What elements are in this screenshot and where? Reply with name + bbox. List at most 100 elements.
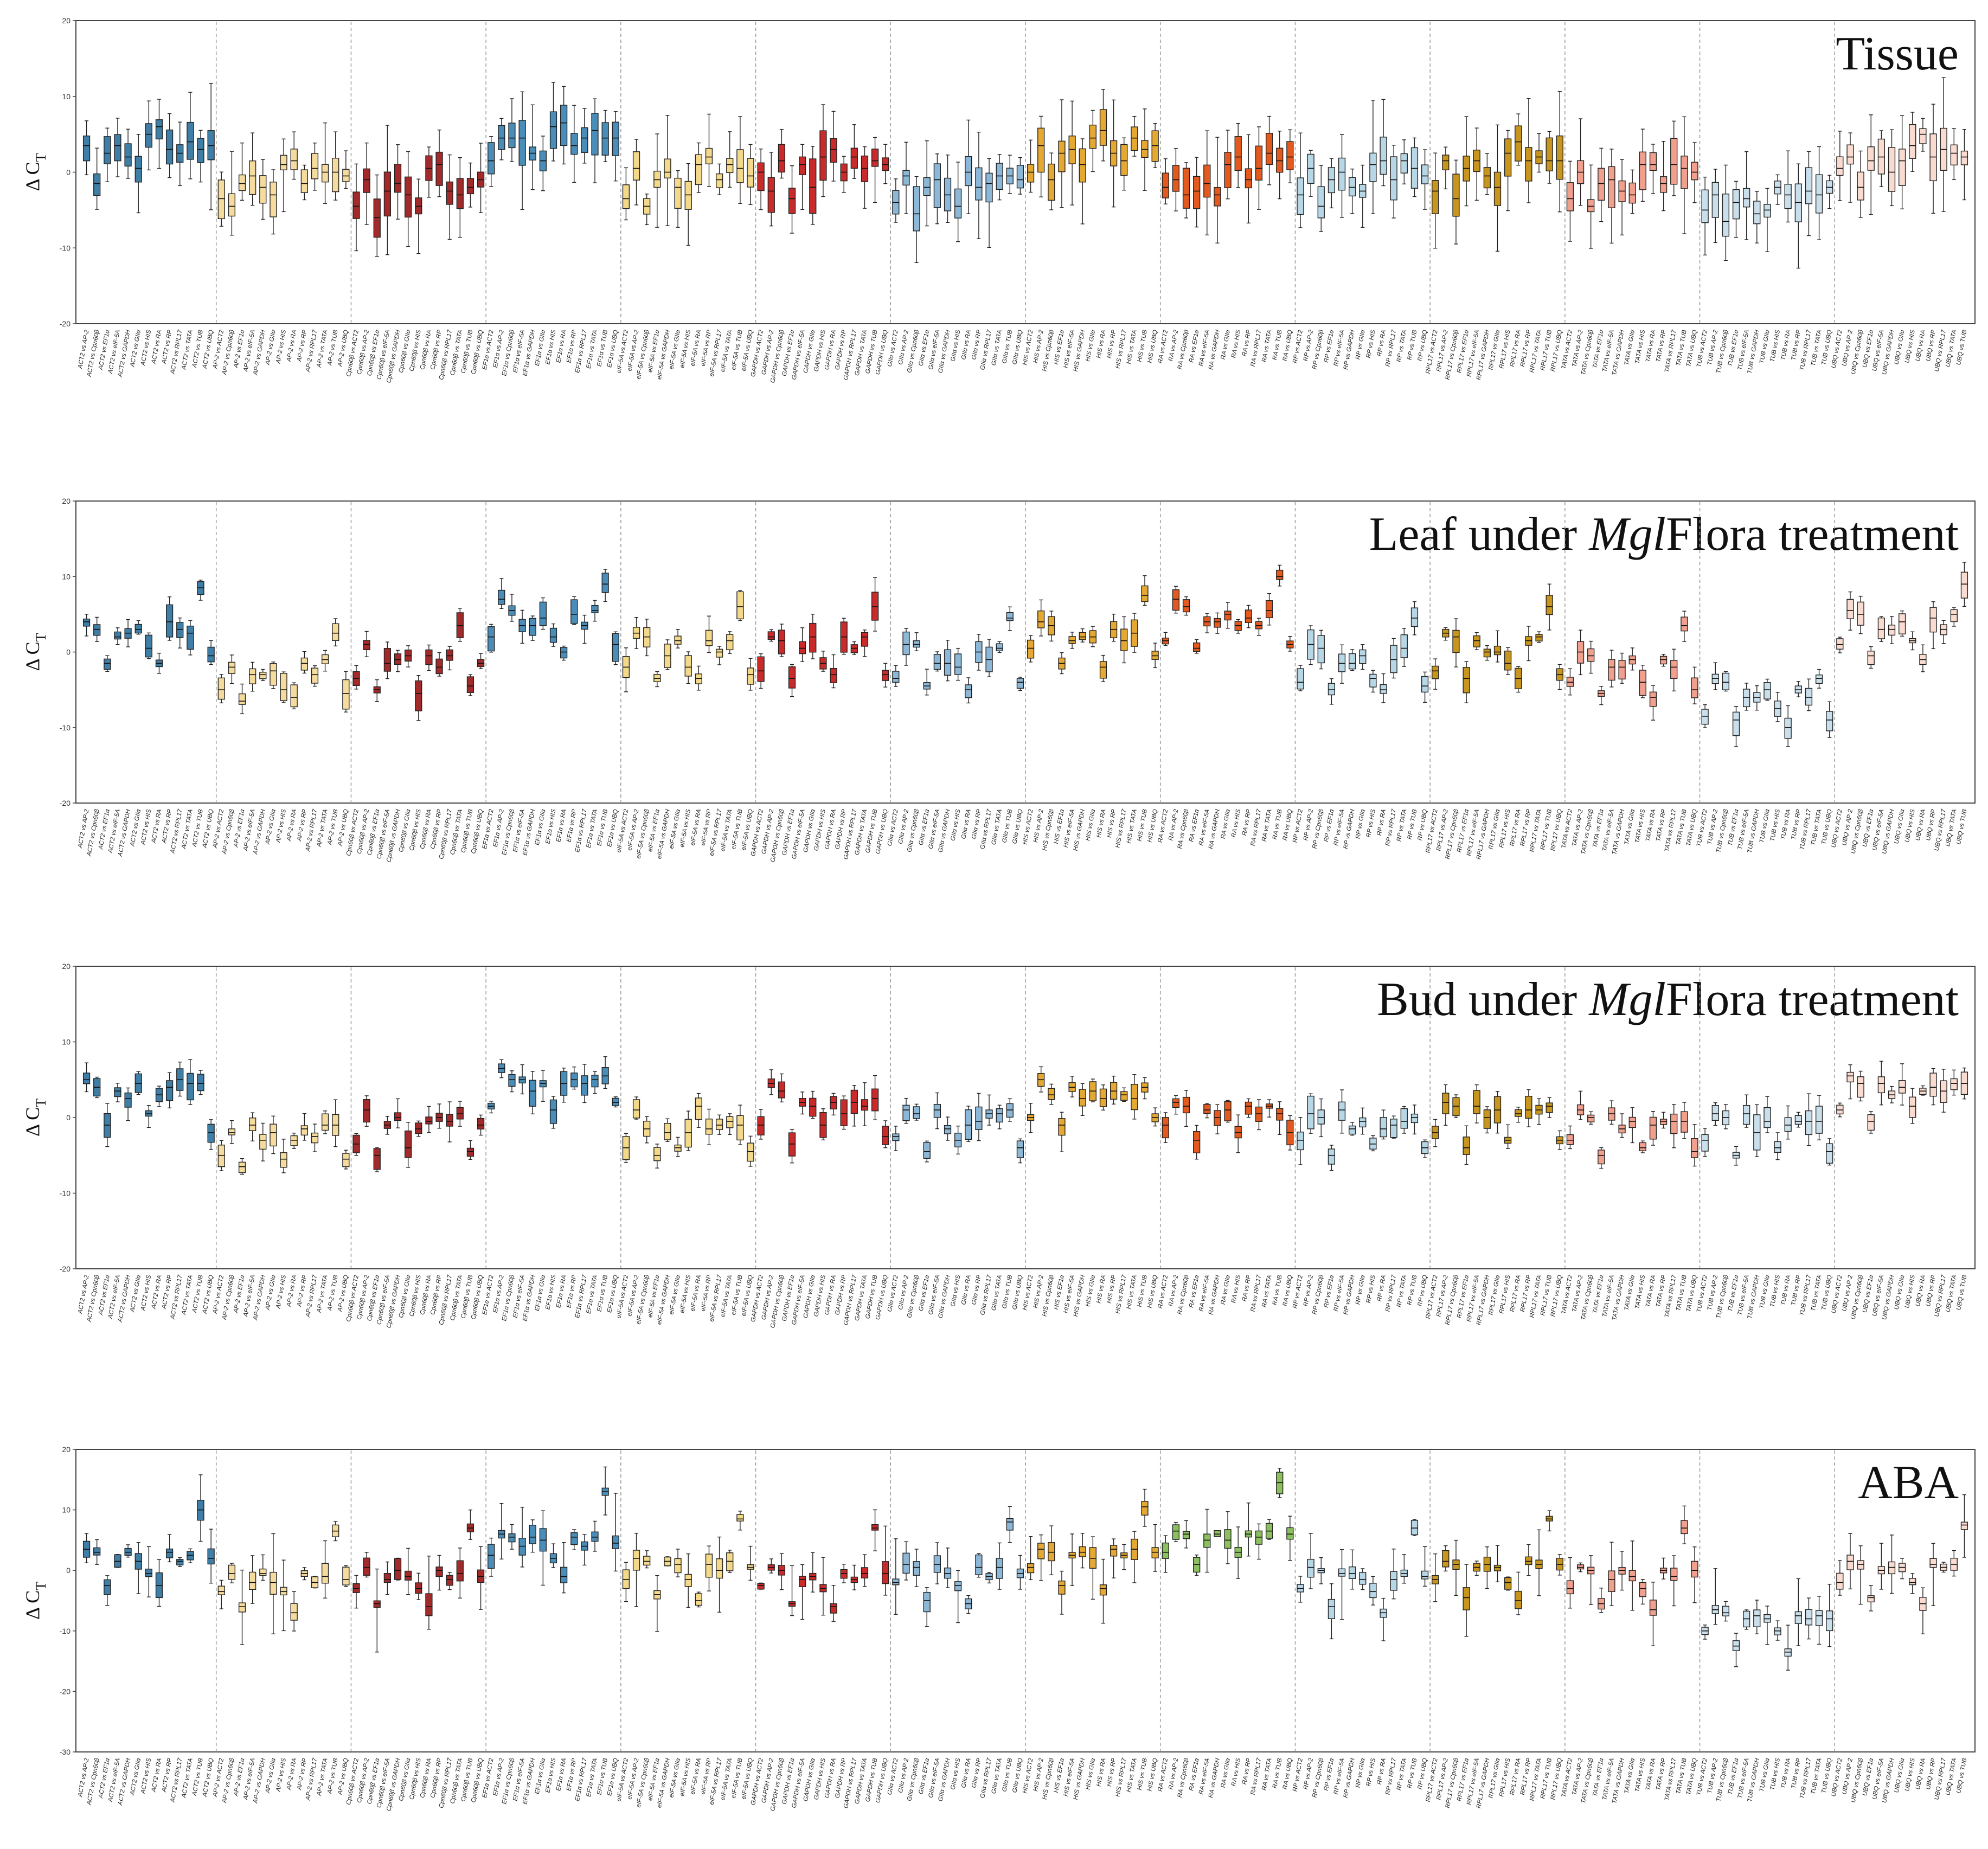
- y-tick-label: 20: [62, 1445, 70, 1454]
- box: [1006, 1103, 1014, 1118]
- box: [280, 673, 287, 701]
- box: [518, 120, 526, 166]
- box: [187, 121, 194, 160]
- box: [1711, 182, 1719, 218]
- box: [1743, 188, 1750, 208]
- box: [612, 1535, 619, 1549]
- box: [363, 168, 370, 193]
- box: [809, 1097, 817, 1117]
- box: [290, 1603, 298, 1621]
- box: [1587, 648, 1595, 662]
- x-tick-label: RA vs TATA: [1261, 1274, 1273, 1308]
- x-tick-label: RP vs GIIα: [1355, 1757, 1367, 1788]
- box: [736, 591, 744, 620]
- box: [1711, 1105, 1719, 1121]
- box: [975, 1106, 983, 1130]
- x-tick-label: RP vs HIS: [1365, 808, 1377, 838]
- box: [1628, 1570, 1636, 1582]
- box: [1493, 1564, 1502, 1571]
- box: [736, 149, 744, 183]
- box: [114, 134, 121, 162]
- box: [1079, 1089, 1086, 1107]
- box: [757, 162, 765, 191]
- box: [1286, 1527, 1294, 1540]
- box: [508, 1533, 516, 1543]
- box: [913, 640, 920, 648]
- box: [882, 1561, 889, 1584]
- x-tick-label: RA vs RP: [1241, 808, 1252, 836]
- box: [1338, 1568, 1346, 1577]
- box: [643, 1556, 651, 1566]
- y-tick-label: 10: [62, 1038, 70, 1047]
- box: [238, 693, 246, 705]
- box: [1193, 642, 1201, 652]
- panel-title: Bud under MglFlora treatment: [1377, 973, 1959, 1026]
- box: [342, 1566, 350, 1585]
- title-post: Flora treatment: [1666, 508, 1959, 561]
- x-tick-label: UBQ vs RA: [1915, 1274, 1927, 1307]
- box: [788, 188, 796, 214]
- box: [373, 1148, 381, 1170]
- box: [145, 1569, 152, 1577]
- box: [549, 1099, 557, 1124]
- box: [1099, 661, 1107, 679]
- x-tick-label: GIIα vs RA: [960, 1274, 972, 1305]
- x-tick-label: RP vs TUB: [1407, 1274, 1419, 1306]
- box: [435, 151, 443, 186]
- box: [415, 680, 422, 711]
- box: [93, 1547, 101, 1556]
- box: [684, 1119, 692, 1148]
- box: [1245, 168, 1252, 189]
- x-tick-label: RP vs TATA: [1396, 808, 1408, 842]
- box: [1027, 1563, 1035, 1574]
- box: [425, 1593, 433, 1616]
- box: [1857, 171, 1864, 201]
- x-tick-label: AP-2 vs RP: [296, 329, 308, 363]
- x-tick-label: RP vs ACT2: [1292, 1757, 1304, 1792]
- box: [342, 679, 350, 710]
- box: [1545, 1102, 1553, 1113]
- x-tick-label: RP vs UBQ: [1417, 329, 1429, 362]
- box: [1732, 711, 1740, 736]
- box: [1515, 1590, 1522, 1609]
- box: [954, 653, 962, 675]
- x-tick-label: AP-2 vs HIS: [275, 1274, 287, 1309]
- box: [612, 121, 619, 156]
- box: [1182, 599, 1190, 613]
- x-tick-label: HIS vs RP: [1106, 329, 1118, 359]
- box: [1380, 137, 1387, 175]
- box: [674, 1558, 682, 1574]
- box: [1193, 1131, 1201, 1153]
- box: [726, 158, 734, 174]
- panel-title: ABA: [1858, 1456, 1959, 1509]
- x-tick-label: AP-2 vs HIS: [275, 808, 287, 844]
- box: [446, 181, 453, 205]
- title-pre: Leaf under: [1369, 508, 1589, 561]
- box: [134, 624, 142, 634]
- y-axis-label-main: Δ C: [22, 641, 43, 671]
- box: [1545, 595, 1553, 615]
- box: [923, 177, 931, 196]
- box: [850, 147, 858, 169]
- box: [1369, 152, 1377, 182]
- x-tick-label: RP vs RA: [1376, 1274, 1387, 1302]
- box: [1349, 177, 1356, 197]
- box: [1815, 675, 1823, 684]
- x-tick-label: AP-2 vs RA: [286, 1757, 298, 1791]
- box: [1940, 1080, 1947, 1103]
- box: [1276, 1108, 1284, 1121]
- y-tick-label: 20: [62, 497, 70, 505]
- box: [570, 1532, 578, 1545]
- box: [560, 647, 568, 659]
- x-tick-label: TUB vs GIIα: [1759, 808, 1771, 843]
- box: [840, 1099, 848, 1126]
- x-tick-label: HIS vs GIIα: [1085, 329, 1096, 362]
- x-tick-label: HIS vs UBQ: [1147, 329, 1159, 363]
- box: [1099, 1088, 1107, 1107]
- box: [300, 657, 308, 671]
- x-tick-label: RA vs GIIα: [1220, 1757, 1232, 1788]
- box: [1867, 146, 1875, 171]
- box: [332, 157, 339, 192]
- x-tick-label: UBQ vs HIS: [1904, 1274, 1916, 1308]
